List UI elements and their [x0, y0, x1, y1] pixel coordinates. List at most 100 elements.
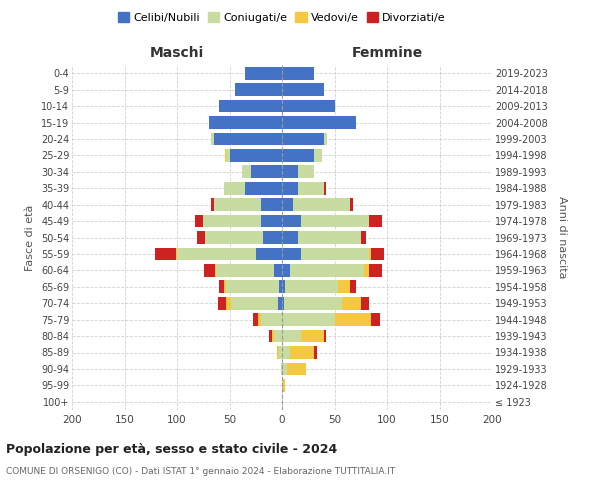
- Bar: [263, 231, 282, 244]
- Bar: [195, 214, 203, 228]
- Bar: [282, 116, 355, 129]
- Bar: [204, 264, 215, 277]
- Bar: [226, 149, 229, 162]
- Text: Maschi: Maschi: [150, 46, 204, 60]
- Bar: [197, 231, 205, 244]
- Bar: [245, 67, 282, 80]
- Bar: [282, 264, 290, 277]
- Bar: [301, 248, 369, 260]
- Y-axis label: Anni di nascita: Anni di nascita: [557, 196, 567, 279]
- Bar: [226, 280, 279, 293]
- Bar: [258, 313, 261, 326]
- Bar: [211, 198, 214, 211]
- Bar: [282, 346, 290, 359]
- Legend: Celibi/Nubili, Coniugati/e, Vedovi/e, Divorziati/e: Celibi/Nubili, Coniugati/e, Vedovi/e, Di…: [114, 8, 450, 28]
- Bar: [224, 280, 226, 293]
- Bar: [287, 362, 306, 376]
- Bar: [282, 297, 284, 310]
- Bar: [282, 67, 314, 80]
- Bar: [205, 231, 263, 244]
- Bar: [216, 264, 274, 277]
- Bar: [361, 297, 369, 310]
- Bar: [324, 330, 326, 342]
- Bar: [209, 116, 282, 129]
- Bar: [277, 346, 279, 359]
- Bar: [371, 313, 380, 326]
- Bar: [219, 280, 224, 293]
- Bar: [298, 231, 361, 244]
- Bar: [293, 198, 350, 211]
- Bar: [298, 166, 314, 178]
- Bar: [369, 248, 371, 260]
- Bar: [342, 297, 361, 310]
- Bar: [282, 132, 324, 145]
- Bar: [214, 132, 282, 145]
- Bar: [324, 132, 327, 145]
- Bar: [364, 264, 369, 277]
- Bar: [324, 182, 326, 194]
- Bar: [361, 231, 366, 244]
- Bar: [338, 280, 350, 293]
- Bar: [350, 280, 355, 293]
- Bar: [229, 149, 282, 162]
- Bar: [242, 166, 251, 178]
- Bar: [261, 198, 282, 211]
- Bar: [290, 346, 314, 359]
- Bar: [335, 313, 371, 326]
- Bar: [271, 330, 274, 342]
- Bar: [230, 297, 278, 310]
- Bar: [203, 214, 261, 228]
- Bar: [282, 198, 293, 211]
- Bar: [290, 264, 364, 277]
- Y-axis label: Fasce di età: Fasce di età: [25, 204, 35, 270]
- Bar: [314, 346, 317, 359]
- Bar: [281, 362, 282, 376]
- Bar: [282, 248, 301, 260]
- Bar: [282, 83, 324, 96]
- Bar: [282, 166, 298, 178]
- Bar: [269, 330, 271, 342]
- Bar: [282, 100, 335, 112]
- Bar: [282, 330, 301, 342]
- Bar: [251, 166, 282, 178]
- Bar: [369, 264, 382, 277]
- Bar: [282, 231, 298, 244]
- Bar: [256, 248, 282, 260]
- Bar: [155, 248, 176, 260]
- Bar: [176, 248, 177, 260]
- Bar: [278, 297, 282, 310]
- Bar: [274, 264, 282, 277]
- Text: Femmine: Femmine: [352, 46, 422, 60]
- Bar: [282, 214, 301, 228]
- Bar: [279, 280, 282, 293]
- Bar: [279, 346, 282, 359]
- Bar: [284, 297, 342, 310]
- Bar: [226, 297, 230, 310]
- Bar: [224, 182, 245, 194]
- Bar: [215, 264, 216, 277]
- Bar: [253, 313, 258, 326]
- Bar: [282, 362, 287, 376]
- Bar: [371, 248, 384, 260]
- Bar: [245, 182, 282, 194]
- Bar: [285, 280, 338, 293]
- Bar: [235, 83, 282, 96]
- Bar: [261, 214, 282, 228]
- Bar: [350, 198, 353, 211]
- Bar: [282, 313, 335, 326]
- Bar: [282, 149, 314, 162]
- Bar: [211, 132, 214, 145]
- Bar: [282, 182, 298, 194]
- Text: COMUNE DI ORSENIGO (CO) - Dati ISTAT 1° gennaio 2024 - Elaborazione TUTTITALIA.I: COMUNE DI ORSENIGO (CO) - Dati ISTAT 1° …: [6, 468, 395, 476]
- Bar: [282, 379, 283, 392]
- Bar: [283, 379, 285, 392]
- Bar: [369, 214, 382, 228]
- Text: Popolazione per età, sesso e stato civile - 2024: Popolazione per età, sesso e stato civil…: [6, 442, 337, 456]
- Bar: [298, 182, 324, 194]
- Bar: [218, 297, 226, 310]
- Bar: [282, 280, 285, 293]
- Bar: [301, 214, 369, 228]
- Bar: [274, 330, 282, 342]
- Bar: [214, 198, 261, 211]
- Bar: [177, 248, 256, 260]
